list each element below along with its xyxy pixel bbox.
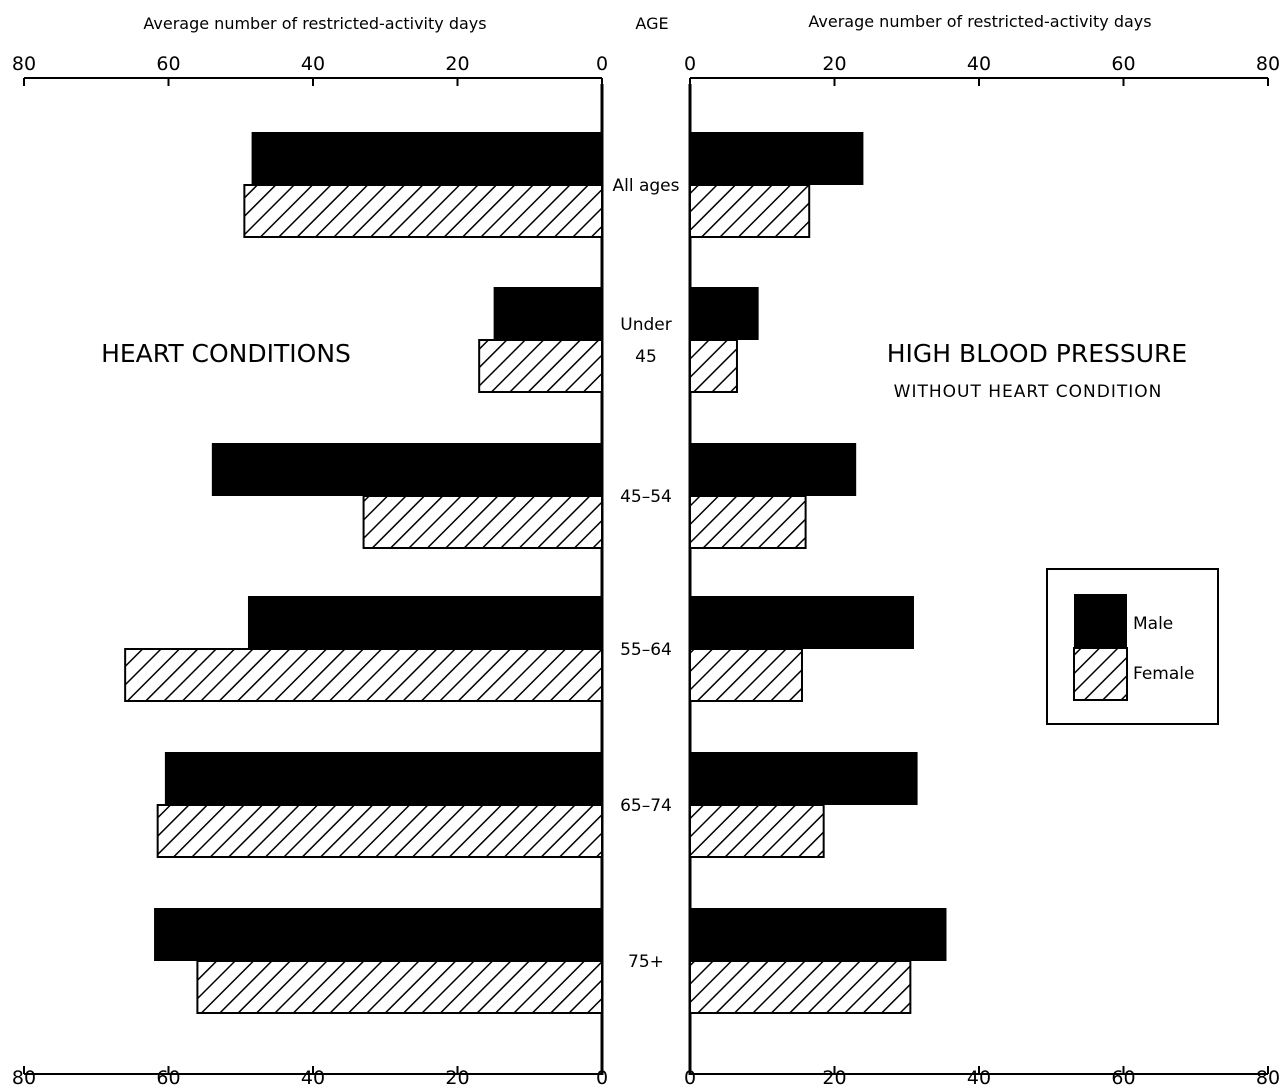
hbp-bar-female-4 bbox=[689, 804, 825, 858]
heart-bar-male-4 bbox=[164, 752, 602, 805]
age-header: AGE bbox=[635, 14, 668, 33]
left-tick-label-top-40: 40 bbox=[301, 53, 325, 75]
heart-bar-female-3 bbox=[124, 648, 604, 702]
age-label-5: 75+ bbox=[628, 952, 664, 972]
right-tick-label-bottom-60: 60 bbox=[1111, 1067, 1135, 1087]
right-axis-title: Average number of restricted-activity da… bbox=[808, 12, 1151, 31]
hbp-bar-female-5 bbox=[689, 960, 912, 1014]
right-tick-label-top-20: 20 bbox=[822, 53, 846, 75]
age-label-3: 55–64 bbox=[620, 640, 672, 660]
hbp-bar-male-0 bbox=[690, 132, 864, 185]
hbp-bar-male-3 bbox=[690, 596, 914, 649]
heart-bar-female-2 bbox=[362, 495, 604, 549]
right-tick-label-top-80: 80 bbox=[1256, 53, 1279, 75]
hbp-bar-female-3 bbox=[689, 648, 803, 702]
hbp-bar-male-5 bbox=[690, 908, 947, 961]
age-label-4: 65–74 bbox=[620, 796, 672, 816]
age-label-0: All ages bbox=[612, 176, 679, 196]
right-tick-label-bottom-80: 80 bbox=[1256, 1067, 1279, 1087]
left-tick-label-top-20: 20 bbox=[445, 53, 469, 75]
right-tick-label-bottom-20: 20 bbox=[822, 1067, 846, 1087]
hbp-panel-title: HIGH BLOOD PRESSURE bbox=[887, 339, 1187, 368]
category-labels: All ages Under 45 45–54 55–64 65–74 75+ bbox=[612, 176, 679, 972]
heart-bar-male-2 bbox=[211, 443, 602, 496]
legend: Male Female bbox=[1046, 568, 1219, 725]
left-tick-label-bottom-60: 60 bbox=[156, 1067, 180, 1087]
legend-female-swatch bbox=[1073, 647, 1128, 701]
left-tick-label-bottom-40: 40 bbox=[301, 1067, 325, 1087]
heart-bar-female-5 bbox=[196, 960, 603, 1014]
right-tick-label-bottom-0: 0 bbox=[684, 1067, 696, 1087]
legend-male-swatch bbox=[1074, 594, 1127, 647]
left-tick-label-bottom-20: 20 bbox=[445, 1067, 469, 1087]
heart-bar-male-1 bbox=[493, 287, 602, 340]
heart-bar-male-0 bbox=[251, 132, 602, 185]
axes: 0 0 20 20 40 40 60 60 80 80 0 0 20 20 40 40 60 60 80 80 bbox=[12, 53, 1279, 1087]
hbp-bar-male-4 bbox=[690, 752, 918, 805]
hbp-bar-male-1 bbox=[690, 287, 759, 340]
bars bbox=[124, 132, 947, 1014]
heart-panel-title: HEART CONDITIONS bbox=[101, 339, 351, 368]
heart-bar-male-3 bbox=[247, 596, 602, 649]
hbp-bar-female-2 bbox=[689, 495, 807, 549]
left-tick-label-top-0: 0 bbox=[596, 53, 608, 75]
age-label-1-1: 45 bbox=[635, 347, 657, 367]
right-tick-label-bottom-40: 40 bbox=[967, 1067, 991, 1087]
age-label-1-0: Under bbox=[620, 315, 671, 335]
age-label-2: 45–54 bbox=[620, 487, 672, 507]
right-tick-label-top-40: 40 bbox=[967, 53, 991, 75]
right-tick-label-top-0: 0 bbox=[684, 53, 696, 75]
left-tick-label-bottom-80: 80 bbox=[12, 1067, 36, 1087]
hbp-bar-male-2 bbox=[690, 443, 857, 496]
heart-bar-female-1 bbox=[478, 339, 603, 393]
legend-male-label: Male bbox=[1133, 614, 1173, 634]
left-tick-label-top-60: 60 bbox=[156, 53, 180, 75]
hbp-bar-female-1 bbox=[689, 339, 738, 393]
heart-bar-female-4 bbox=[156, 804, 603, 858]
legend-female-label: Female bbox=[1133, 664, 1194, 684]
hbp-bar-female-0 bbox=[689, 184, 811, 238]
left-axis-title: Average number of restricted-activity da… bbox=[143, 14, 486, 33]
legend-frame bbox=[1046, 568, 1219, 725]
heart-bar-male-5 bbox=[154, 908, 603, 961]
hbp-panel-subtitle: WITHOUT HEART CONDITION bbox=[894, 382, 1163, 402]
left-tick-label-top-80: 80 bbox=[12, 53, 36, 75]
right-tick-label-top-60: 60 bbox=[1111, 53, 1135, 75]
left-tick-label-bottom-0: 0 bbox=[596, 1067, 608, 1087]
heart-bar-female-0 bbox=[243, 184, 604, 238]
